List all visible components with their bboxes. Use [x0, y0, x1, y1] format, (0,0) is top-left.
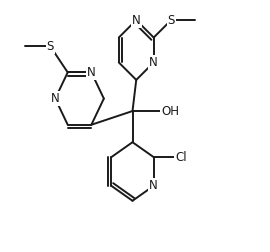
Text: S: S	[47, 40, 54, 53]
Text: N: N	[149, 179, 158, 192]
Text: Cl: Cl	[175, 151, 187, 164]
Text: N: N	[87, 66, 96, 79]
Text: N: N	[149, 56, 158, 69]
Text: S: S	[167, 14, 175, 26]
Text: N: N	[132, 14, 141, 26]
Text: OH: OH	[161, 105, 179, 117]
Text: N: N	[51, 92, 60, 105]
